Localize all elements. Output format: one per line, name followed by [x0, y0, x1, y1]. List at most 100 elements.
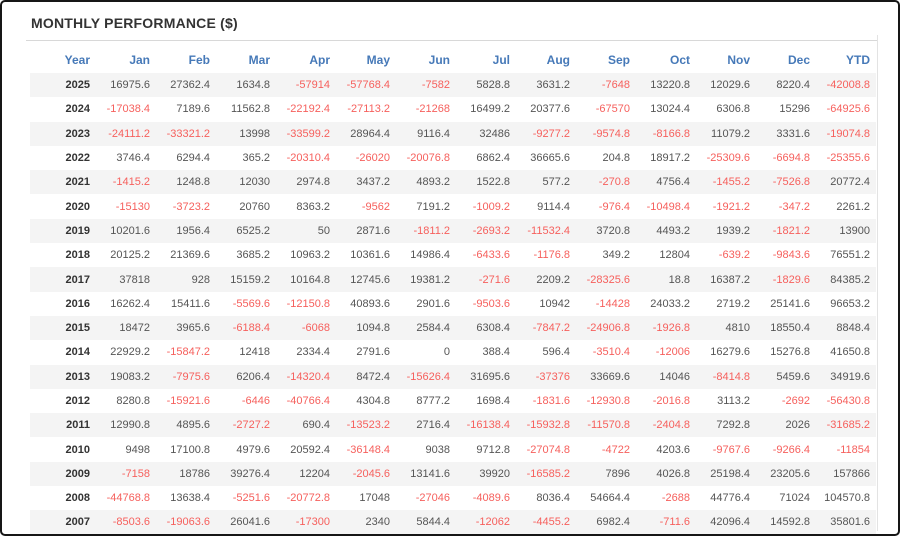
column-header-sep[interactable]: Sep: [607, 52, 630, 67]
value-cell: -40766.4: [286, 395, 330, 407]
value-cell: 96653.2: [830, 297, 870, 310]
value-cell: 4304.8: [356, 395, 390, 407]
value-cell: -2688: [661, 492, 690, 505]
value-cell: -26020: [355, 152, 390, 165]
value-cell: 37818: [119, 273, 150, 286]
value-cell: 15411.6: [171, 297, 210, 310]
value-cell: 4979.6: [236, 443, 270, 456]
value-cell: 5459.6: [776, 370, 810, 383]
value-cell: -1821.2: [772, 224, 810, 237]
column-header-ytd[interactable]: YTD: [846, 52, 870, 67]
column-header-may[interactable]: May: [366, 52, 390, 67]
value-cell: 349.2: [602, 249, 630, 262]
value-cell: 2719.2: [716, 297, 750, 310]
value-cell: 41650.8: [830, 346, 870, 359]
value-cell: 1522.8: [476, 176, 510, 189]
value-cell: 12418: [239, 346, 270, 359]
value-cell: -24111.2: [108, 127, 150, 140]
value-cell: -33321.2: [166, 127, 210, 140]
value-cell: -12062: [475, 516, 510, 529]
value-cell: 6306.8: [716, 103, 750, 116]
column-header-mar[interactable]: Mar: [248, 52, 270, 67]
column-header-oct[interactable]: Oct: [669, 52, 690, 67]
year-cell: 2015: [65, 322, 90, 335]
value-cell: 16387.2: [710, 273, 750, 286]
column-header-year[interactable]: Year: [64, 52, 90, 67]
table-row-2017: 2017 37818 928 15159.2 10164.8 12745.6 19381.2…: [30, 267, 876, 292]
value-cell: 13638.4: [170, 492, 210, 505]
value-cell: -7526.8: [772, 176, 810, 189]
column-header-jun[interactable]: Jun: [428, 52, 450, 67]
value-cell: -9574.8: [592, 127, 630, 140]
value-cell: 3685.2: [236, 249, 270, 262]
value-cell: -28325.6: [586, 273, 630, 286]
value-cell: -1009.2: [472, 200, 510, 213]
column-header-jul[interactable]: Jul: [492, 52, 510, 67]
value-cell: -8414.8: [712, 370, 750, 383]
value-cell: -14320.4: [286, 370, 330, 383]
column-header-dec[interactable]: Dec: [787, 52, 810, 67]
column-header-jan[interactable]: Jan: [129, 52, 150, 67]
column-header-feb[interactable]: Feb: [188, 52, 210, 67]
value-cell: -27046: [415, 492, 450, 505]
value-cell: 7292.8: [716, 419, 750, 432]
table-row-2007: 2007 -8503.6 -19063.6 26041.6 -17300 2340 5844…: [30, 510, 876, 534]
value-cell: 39920: [479, 467, 510, 480]
value-cell: -27074.8: [526, 443, 570, 456]
column-header-nov[interactable]: Nov: [727, 52, 750, 67]
value-cell: 12204: [299, 467, 330, 480]
value-cell: 15276.8: [770, 346, 810, 359]
value-cell: 19083.2: [110, 370, 150, 383]
value-cell: 2334.4: [296, 346, 330, 359]
value-cell: 4756.4: [656, 176, 690, 189]
value-cell: -1829.6: [772, 273, 810, 286]
value-cell: 34919.6: [830, 370, 870, 383]
table-row-2011: 2011 12990.8 4895.6 -2727.2 690.4 -13523.2 271…: [30, 413, 876, 438]
value-cell: 13024.4: [650, 103, 690, 116]
value-cell: -2692: [781, 395, 810, 407]
value-cell: 8777.2: [416, 395, 450, 407]
value-cell: 25198.4: [710, 467, 750, 480]
value-cell: 1956.4: [176, 224, 210, 237]
value-cell: 11079.2: [711, 127, 750, 140]
value-cell: -17300: [295, 516, 330, 529]
value-cell: -1811.2: [413, 224, 451, 237]
table-row-2013: 2013 19083.2 -7975.6 6206.4 -14320.4 8472.4 -1…: [30, 364, 876, 389]
value-cell: -6433.6: [472, 249, 510, 262]
value-cell: 4203.6: [656, 443, 690, 456]
value-cell: -9562: [361, 200, 390, 213]
value-cell: 76551.2: [830, 249, 870, 262]
panel-right-border: [877, 35, 878, 531]
value-cell: 9038: [425, 443, 450, 456]
value-cell: -4455.2: [532, 516, 570, 529]
value-cell: -8166.8: [652, 127, 690, 140]
value-cell: -22192.4: [286, 103, 330, 116]
value-cell: 104570.8: [824, 492, 870, 505]
value-cell: 3631.2: [536, 79, 570, 92]
year-cell: 2014: [65, 346, 90, 359]
value-cell: 25141.6: [770, 297, 810, 310]
column-header-apr[interactable]: Apr: [309, 52, 330, 67]
value-cell: -44768.8: [106, 492, 150, 505]
value-cell: -7648: [601, 79, 630, 92]
value-cell: 19381.2: [410, 273, 450, 286]
value-cell: 36665.6: [530, 152, 570, 165]
value-cell: -1831.6: [532, 395, 570, 407]
value-cell: 23205.6: [770, 467, 810, 480]
year-cell: 2007: [65, 516, 90, 529]
value-cell: -1415.2: [112, 176, 150, 189]
value-cell: 39276.4: [230, 467, 270, 480]
value-cell: -5251.6: [232, 492, 270, 505]
value-cell: 4895.6: [176, 419, 210, 432]
value-cell: 13998: [239, 127, 270, 140]
table-row-2010: 2010 9498 17100.8 4979.6 20592.4 -36148.4 9038…: [30, 437, 876, 461]
value-cell: -270.8: [598, 176, 630, 189]
year-cell: 2016: [65, 297, 90, 310]
column-header-aug[interactable]: Aug: [546, 52, 570, 67]
value-cell: 8220.4: [776, 79, 810, 92]
value-cell: 3113.2: [717, 395, 750, 407]
value-cell: 6308.4: [476, 322, 510, 335]
value-cell: 2209.2: [536, 273, 570, 286]
